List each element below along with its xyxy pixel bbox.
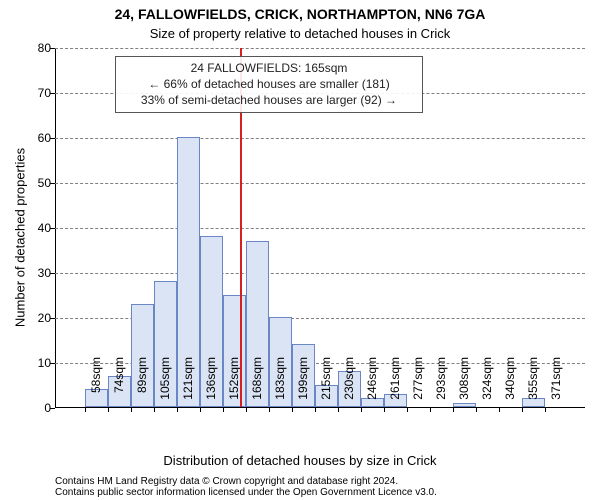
xtick-label: 199sqm	[296, 357, 310, 412]
ytick-label: 30	[21, 266, 51, 280]
xtick-mark	[108, 407, 109, 412]
xtick-label: 74sqm	[112, 357, 126, 412]
footer-text: Contains HM Land Registry data © Crown c…	[55, 476, 585, 498]
xtick-mark	[499, 407, 500, 412]
xtick-label: 168sqm	[250, 357, 264, 412]
footer-line-2: Contains public sector information licen…	[55, 487, 585, 498]
xtick-mark	[85, 407, 86, 412]
xtick-mark	[200, 407, 201, 412]
gridline-h	[55, 273, 585, 275]
xtick-label: 89sqm	[135, 357, 149, 412]
xtick-mark	[292, 407, 293, 412]
xtick-mark	[522, 407, 523, 412]
xtick-mark	[338, 407, 339, 412]
xtick-mark	[430, 407, 431, 412]
chart-title-main: 24, FALLOWFIELDS, CRICK, NORTHAMPTON, NN…	[0, 6, 600, 22]
annotation-line: 24 FALLOWFIELDS: 165sqm	[124, 60, 414, 76]
gridline-h	[55, 138, 585, 140]
xtick-label: 308sqm	[457, 357, 471, 412]
ytick-label: 20	[21, 311, 51, 325]
xtick-mark	[384, 407, 385, 412]
chart-container: 24, FALLOWFIELDS, CRICK, NORTHAMPTON, NN…	[0, 0, 600, 500]
xtick-label: 246sqm	[365, 357, 379, 412]
xtick-label: 230sqm	[342, 357, 356, 412]
ytick-label: 60	[21, 131, 51, 145]
xtick-mark	[407, 407, 408, 412]
xtick-label: 355sqm	[526, 357, 540, 412]
xtick-label: 152sqm	[227, 357, 241, 412]
plot-area: 0102030405060708058sqm74sqm89sqm105sqm12…	[55, 48, 585, 408]
ytick-label: 80	[21, 41, 51, 55]
xtick-mark	[476, 407, 477, 412]
gridline-h	[55, 183, 585, 185]
xtick-label: 340sqm	[503, 357, 517, 412]
xtick-mark	[177, 407, 178, 412]
annotation-line: ← 66% of detached houses are smaller (18…	[124, 76, 414, 92]
xtick-label: 58sqm	[89, 357, 103, 412]
xtick-label: 105sqm	[158, 357, 172, 412]
xtick-label: 215sqm	[319, 357, 333, 412]
gridline-h	[55, 48, 585, 50]
xtick-mark	[269, 407, 270, 412]
xtick-label: 293sqm	[434, 357, 448, 412]
xtick-mark	[223, 407, 224, 412]
ytick-label: 50	[21, 176, 51, 190]
gridline-h	[55, 228, 585, 230]
ytick-label: 10	[21, 356, 51, 370]
xtick-label: 371sqm	[549, 357, 563, 412]
chart-title-sub: Size of property relative to detached ho…	[0, 26, 600, 41]
xtick-mark	[131, 407, 132, 412]
xtick-mark	[545, 407, 546, 412]
footer-line-1: Contains HM Land Registry data © Crown c…	[55, 476, 585, 487]
xtick-label: 183sqm	[273, 357, 287, 412]
xtick-label: 261sqm	[388, 357, 402, 412]
ytick-label: 40	[21, 221, 51, 235]
ytick-label: 70	[21, 86, 51, 100]
x-axis-label: Distribution of detached houses by size …	[0, 453, 600, 468]
xtick-label: 324sqm	[480, 357, 494, 412]
xtick-label: 277sqm	[411, 357, 425, 412]
annotation-line: 33% of semi-detached houses are larger (…	[124, 92, 414, 108]
annotation-box: 24 FALLOWFIELDS: 165sqm← 66% of detached…	[115, 56, 423, 113]
xtick-mark	[361, 407, 362, 412]
xtick-mark	[154, 407, 155, 412]
ytick-label: 0	[21, 401, 51, 415]
xtick-mark	[246, 407, 247, 412]
xtick-label: 136sqm	[204, 357, 218, 412]
xtick-mark	[315, 407, 316, 412]
xtick-label: 121sqm	[181, 357, 195, 412]
xtick-mark	[453, 407, 454, 412]
